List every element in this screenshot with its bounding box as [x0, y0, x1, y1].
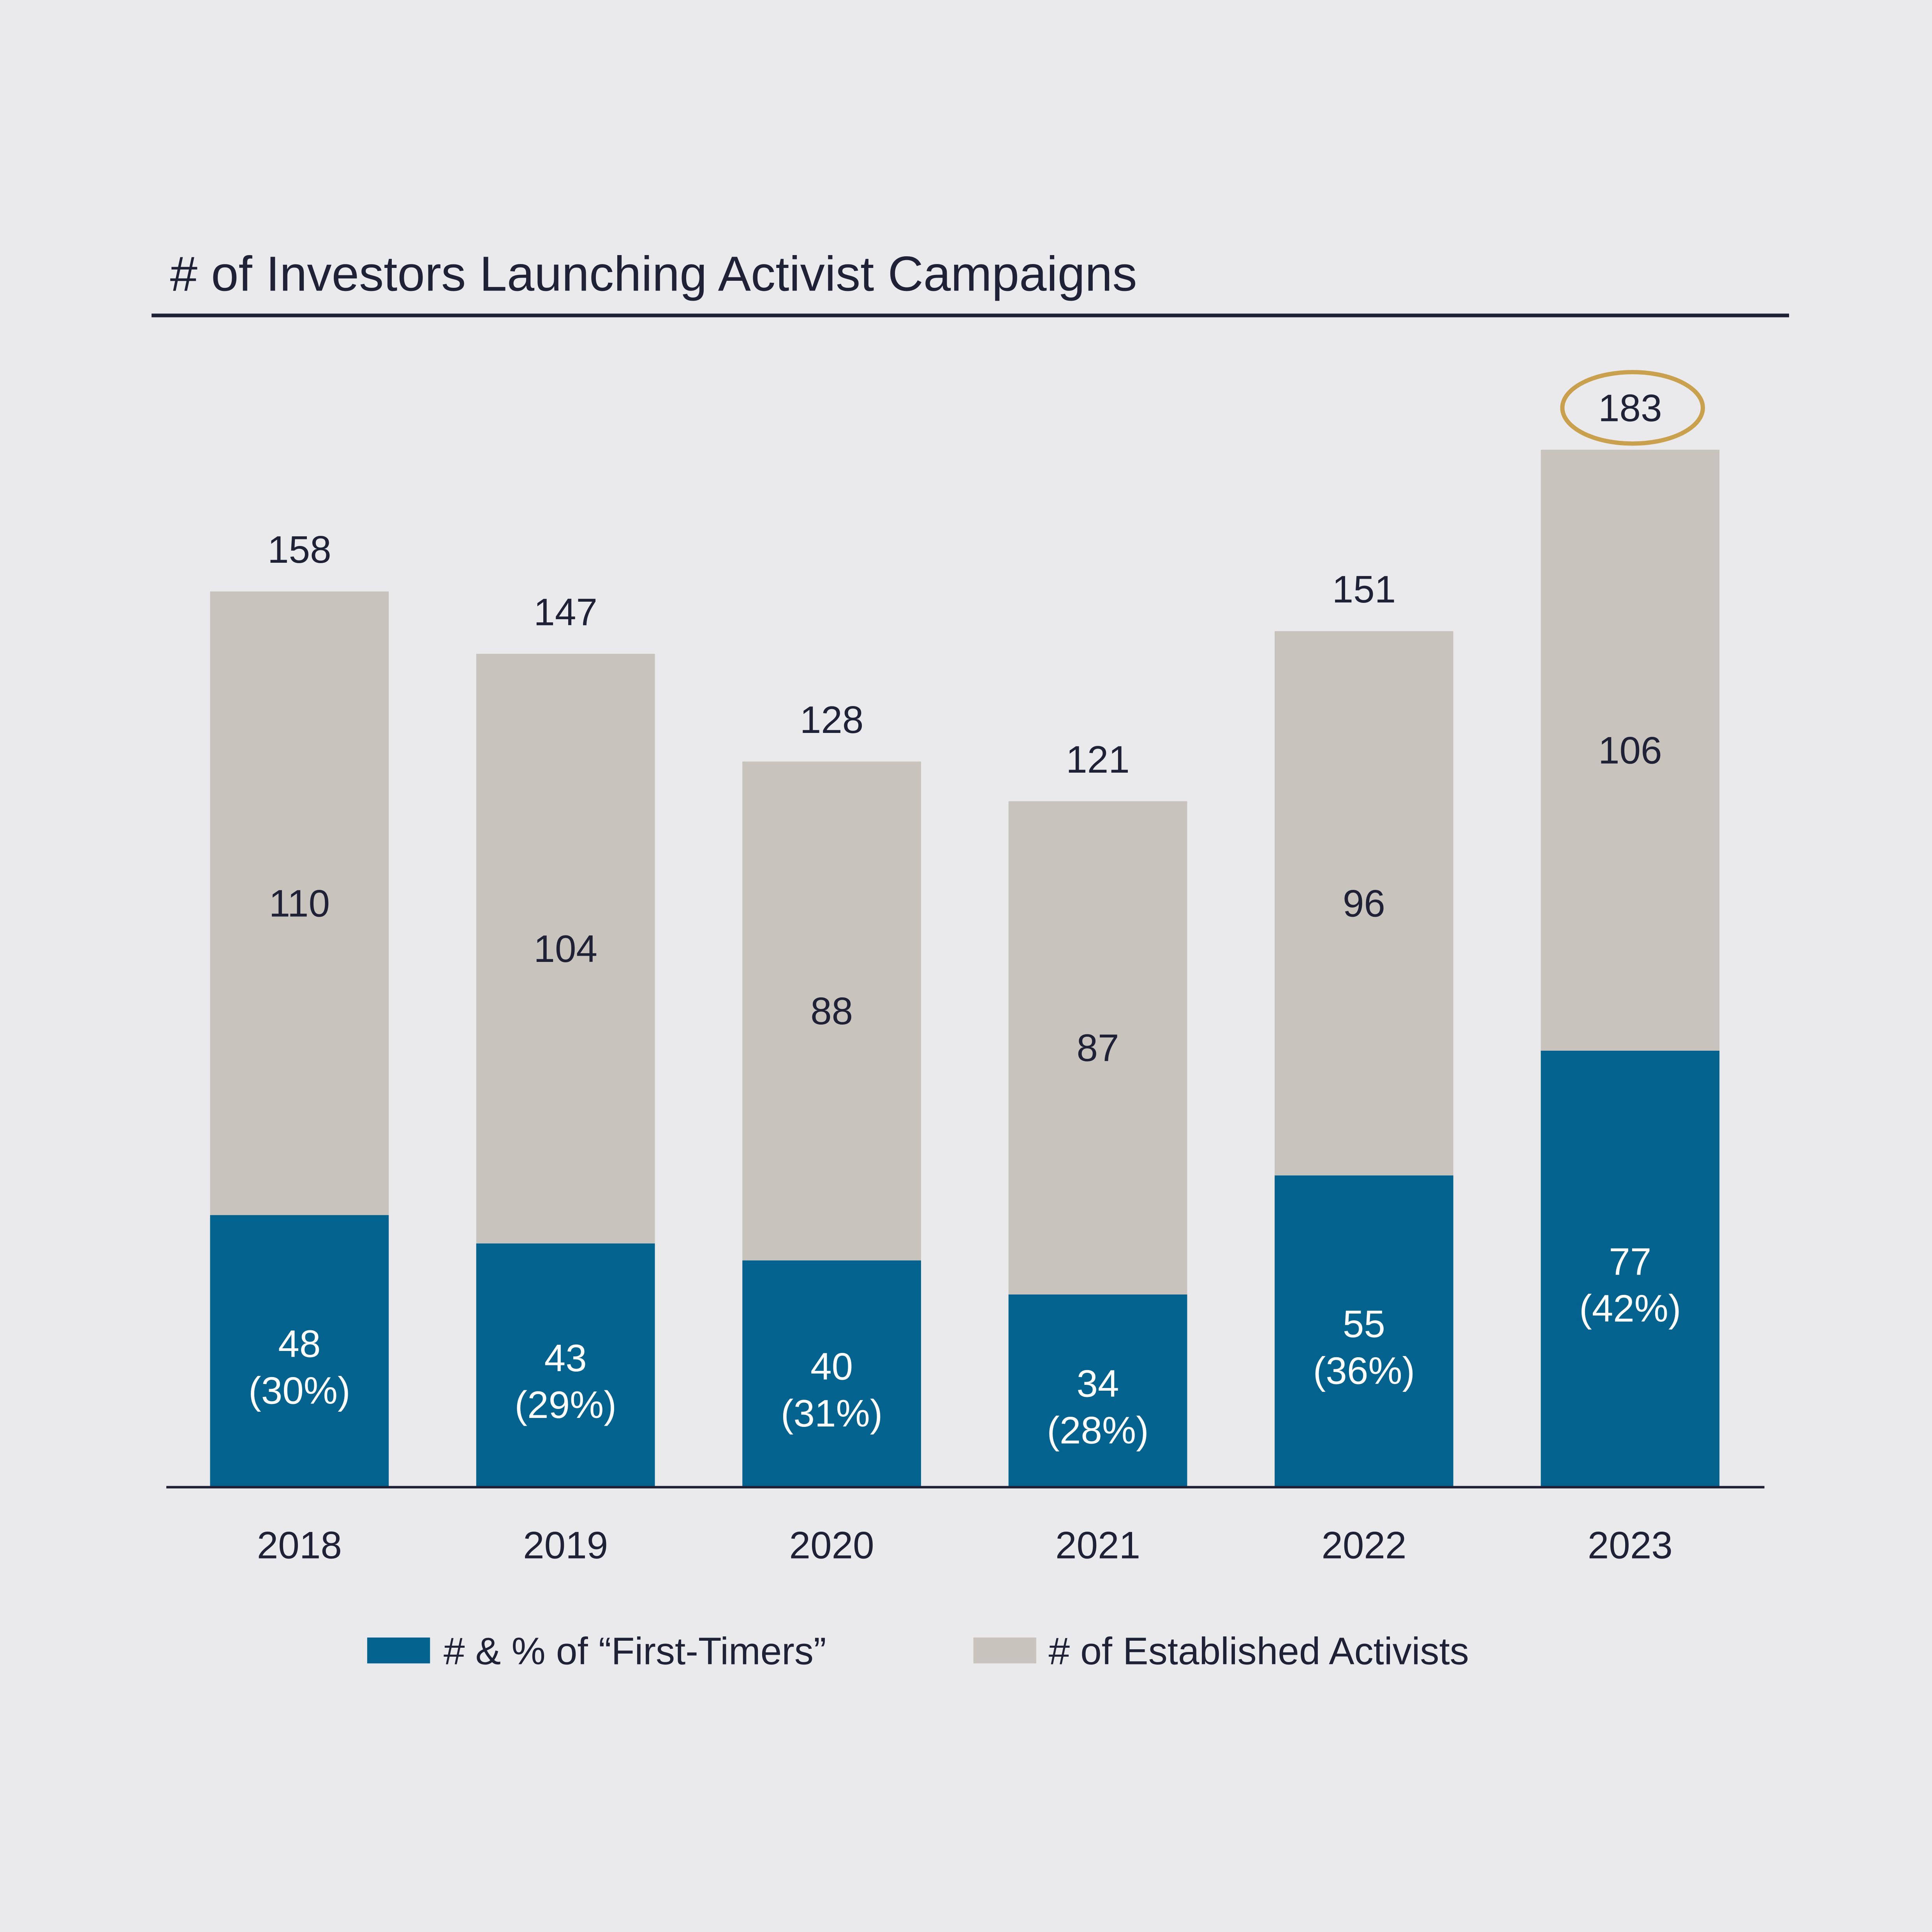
legend: # & % of “First-Timers” # of Established… [367, 1630, 1469, 1673]
data-label-established: 96 [1343, 882, 1385, 925]
bar-established-2019 [476, 653, 655, 1243]
bars: 48(30%) 110 158 2018 43(29%) 104 147 2019 40(31%… [210, 370, 1720, 1567]
bar-established-2023 [1541, 449, 1720, 1051]
legend-label-first-timers: # & % of “First-Timers” [444, 1630, 826, 1673]
data-label-first-timers: 43 [544, 1337, 587, 1379]
bar-established-2022 [1275, 631, 1453, 1176]
data-label-first-timers-percent: (30%) [248, 1369, 350, 1412]
bar-established-2018 [210, 591, 389, 1215]
data-label-established: 104 [534, 927, 597, 970]
data-label-established: 106 [1598, 729, 1662, 771]
x-tick-label: 2022 [1321, 1524, 1406, 1567]
bar-first-timers-2021 [1008, 1294, 1187, 1487]
total-label: 121 [1066, 738, 1130, 781]
data-label-first-timers: 40 [810, 1345, 853, 1388]
x-tick-label: 2021 [1055, 1524, 1140, 1567]
data-label-first-timers: 34 [1076, 1362, 1119, 1405]
bar-first-timers-2019 [476, 1243, 655, 1487]
x-tick-label: 2023 [1588, 1524, 1673, 1567]
legend-swatch-established [973, 1637, 1036, 1664]
data-label-established: 87 [1076, 1027, 1119, 1069]
x-tick-label: 2019 [523, 1524, 608, 1567]
legend-label-established: # of Established Activists [1048, 1630, 1469, 1673]
bar-first-timers-2022 [1275, 1175, 1453, 1487]
data-label-established: 88 [810, 990, 853, 1032]
data-label-first-timers-percent: (36%) [1313, 1349, 1415, 1392]
data-label-established: 110 [269, 882, 330, 925]
total-label: 151 [1332, 568, 1396, 611]
data-label-first-timers-percent: (28%) [1047, 1409, 1149, 1452]
bar-established-2021 [1008, 801, 1187, 1294]
data-label-first-timers-percent: (31%) [781, 1392, 883, 1435]
chart-title: # of Investors Launching Activist Campai… [170, 246, 1137, 301]
bar-first-timers-2018 [210, 1215, 389, 1487]
total-label: 183 [1598, 386, 1662, 429]
bar-established-2020 [742, 761, 921, 1261]
bar-first-timers-2020 [742, 1260, 921, 1487]
data-label-first-timers-percent: (42%) [1579, 1287, 1681, 1330]
x-tick-label: 2020 [789, 1524, 874, 1567]
total-label: 158 [268, 528, 331, 571]
data-label-first-timers: 77 [1609, 1240, 1651, 1283]
data-label-first-timers: 48 [278, 1322, 321, 1365]
total-label: 147 [534, 590, 597, 633]
legend-swatch-first-timers [367, 1637, 430, 1664]
x-tick-label: 2018 [257, 1524, 342, 1567]
total-label: 128 [800, 698, 864, 741]
data-label-first-timers-percent: (29%) [514, 1383, 616, 1426]
bar-first-timers-2023 [1541, 1050, 1720, 1487]
highlight-ellipse [1560, 370, 1705, 446]
data-label-first-timers: 55 [1343, 1303, 1385, 1346]
